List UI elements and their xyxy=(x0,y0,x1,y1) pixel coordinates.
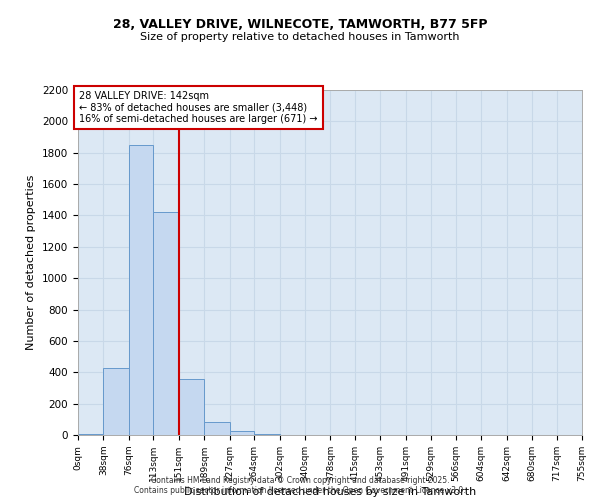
Text: Contains public sector information licensed under the Open Government Licence v3: Contains public sector information licen… xyxy=(134,486,466,495)
Bar xyxy=(78,434,103,435)
Bar xyxy=(154,212,179,435)
Y-axis label: Number of detached properties: Number of detached properties xyxy=(26,175,37,350)
Text: Size of property relative to detached houses in Tamworth: Size of property relative to detached ho… xyxy=(140,32,460,42)
Bar xyxy=(204,422,230,435)
Bar xyxy=(179,378,204,435)
X-axis label: Distribution of detached houses by size in Tamworth: Distribution of detached houses by size … xyxy=(184,486,476,496)
Bar xyxy=(230,431,254,435)
Text: 28, VALLEY DRIVE, WILNECOTE, TAMWORTH, B77 5FP: 28, VALLEY DRIVE, WILNECOTE, TAMWORTH, B… xyxy=(113,18,487,30)
Text: Contains HM Land Registry data © Crown copyright and database right 2025.: Contains HM Land Registry data © Crown c… xyxy=(151,476,449,485)
Bar xyxy=(103,368,129,435)
Bar xyxy=(129,145,154,435)
Bar xyxy=(254,434,280,435)
Text: 28 VALLEY DRIVE: 142sqm
← 83% of detached houses are smaller (3,448)
16% of semi: 28 VALLEY DRIVE: 142sqm ← 83% of detache… xyxy=(79,91,318,124)
